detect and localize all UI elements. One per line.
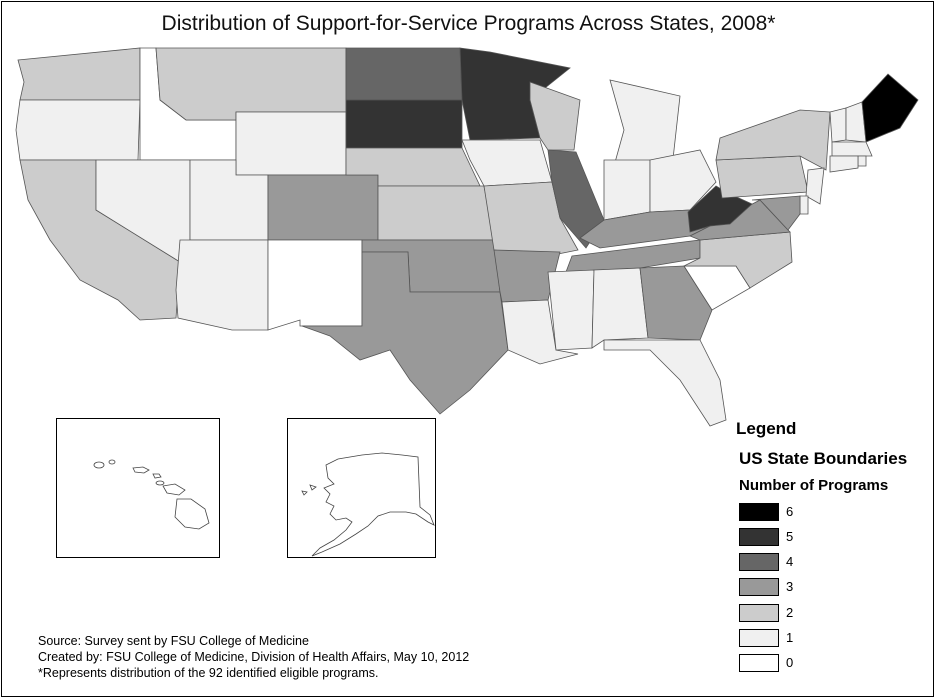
state-oh	[649, 149, 717, 213]
state-mi	[609, 79, 681, 169]
state-tn	[565, 239, 701, 273]
state-pa	[715, 155, 809, 199]
state-ri	[857, 155, 867, 167]
legend-swatch	[739, 528, 779, 546]
legend-swatch	[739, 578, 779, 596]
legend-label: 5	[786, 529, 794, 544]
state-al	[591, 267, 649, 349]
footer-source: Source: Survey sent by FSU College of Me…	[38, 634, 309, 648]
footer-created: Created by: FSU College of Medicine, Div…	[38, 650, 470, 664]
state-me	[861, 73, 919, 143]
legend-label: 0	[786, 655, 794, 670]
legend-swatch	[739, 503, 779, 521]
state-nc	[683, 231, 793, 289]
state-ks	[377, 185, 495, 241]
legend-label: 3	[786, 579, 794, 594]
legend-class-1: 1	[739, 629, 849, 649]
state-wv	[687, 185, 753, 233]
state-or	[15, 99, 141, 161]
state-wa	[17, 47, 141, 101]
map-title: Distribution of Support-for-Service Prog…	[161, 12, 776, 35]
legend-label: 2	[786, 605, 794, 620]
state-ma	[831, 141, 873, 157]
legend-class-2: 2	[739, 604, 849, 624]
legend-heading: Legend	[736, 419, 797, 438]
legend-label: 6	[786, 504, 794, 519]
legend-swatch	[739, 654, 779, 672]
state-tx	[301, 251, 509, 415]
state-nd	[345, 47, 463, 101]
legend-label: 1	[786, 630, 794, 645]
legend-swatch	[739, 629, 779, 647]
state-la	[501, 299, 579, 365]
state-fl	[603, 339, 727, 427]
alaska-inset	[287, 418, 436, 558]
alaska-outline	[301, 452, 435, 557]
state-mt	[155, 47, 347, 121]
legend-label: 4	[786, 554, 794, 569]
state-nm	[267, 239, 363, 331]
legend-class-4: 4	[739, 553, 849, 573]
legend-layer-name: US State Boundaries	[739, 449, 908, 468]
state-ms	[547, 269, 595, 351]
legend-class-0: 0	[739, 654, 849, 674]
legend-swatch	[739, 553, 779, 571]
state-nj	[805, 167, 825, 205]
state-sd	[345, 99, 463, 149]
legend-swatch	[739, 604, 779, 622]
state-de	[799, 195, 809, 215]
hawaii-inset	[56, 418, 220, 558]
state-vt	[829, 107, 847, 143]
legend-class-5: 5	[739, 528, 849, 548]
footer-note: *Represents distribution of the 92 ident…	[38, 666, 379, 680]
state-wy	[235, 111, 347, 176]
state-co	[267, 174, 379, 241]
state-ga	[639, 265, 713, 341]
state-il	[547, 149, 605, 249]
legend-field-name: Number of Programs	[739, 477, 889, 494]
state-md	[751, 195, 801, 231]
hawaii-outline	[93, 459, 210, 530]
legend-class-3: 3	[739, 578, 849, 598]
legend-class-6: 6	[739, 503, 849, 523]
state-az	[175, 239, 269, 331]
state-in	[603, 159, 651, 221]
state-ct	[829, 155, 859, 173]
state-ny	[715, 109, 831, 171]
